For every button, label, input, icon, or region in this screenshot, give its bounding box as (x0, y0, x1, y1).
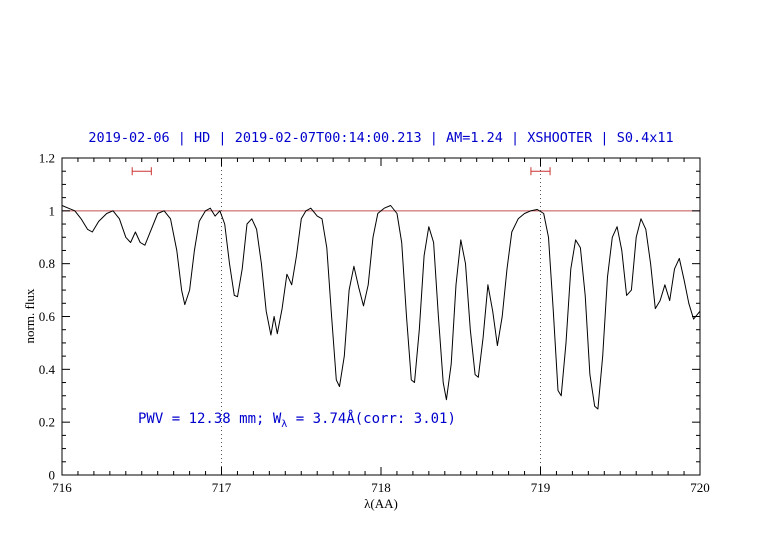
plot-title: 2019-02-06 | HD | 2019-02-07T00:14:00.21… (88, 130, 674, 146)
pwv-annotation-suffix: = 3.74Å(corr: 3.01) (287, 411, 456, 427)
y-axis-label: norm. flux (22, 288, 37, 344)
y-tick-label: 0.8 (39, 256, 55, 271)
x-tick-label: 719 (531, 480, 551, 495)
y-tick-label: 0.4 (39, 362, 56, 377)
pwv-annotation-prefix: PWV = 12.38 mm; W (138, 411, 282, 427)
x-axis-label: λ(AA) (364, 496, 398, 511)
y-tick-label: 0.2 (39, 415, 55, 430)
x-tick-label: 718 (371, 480, 391, 495)
y-tick-label: 0.6 (39, 309, 56, 324)
y-tick-label: 0 (49, 468, 56, 483)
y-tick-label: 1.2 (39, 151, 55, 166)
x-tick-label: 717 (212, 480, 232, 495)
x-tick-label: 720 (690, 480, 710, 495)
spectrum-line (61, 205, 701, 410)
pwv-annotation-subscript: λ (281, 418, 288, 430)
x-tick-label: 716 (52, 480, 72, 495)
y-tick-label: 1 (49, 203, 56, 218)
pwv-annotation: PWV = 12.38 mm; Wλ = 3.74Å(corr: 3.01) (138, 411, 456, 430)
